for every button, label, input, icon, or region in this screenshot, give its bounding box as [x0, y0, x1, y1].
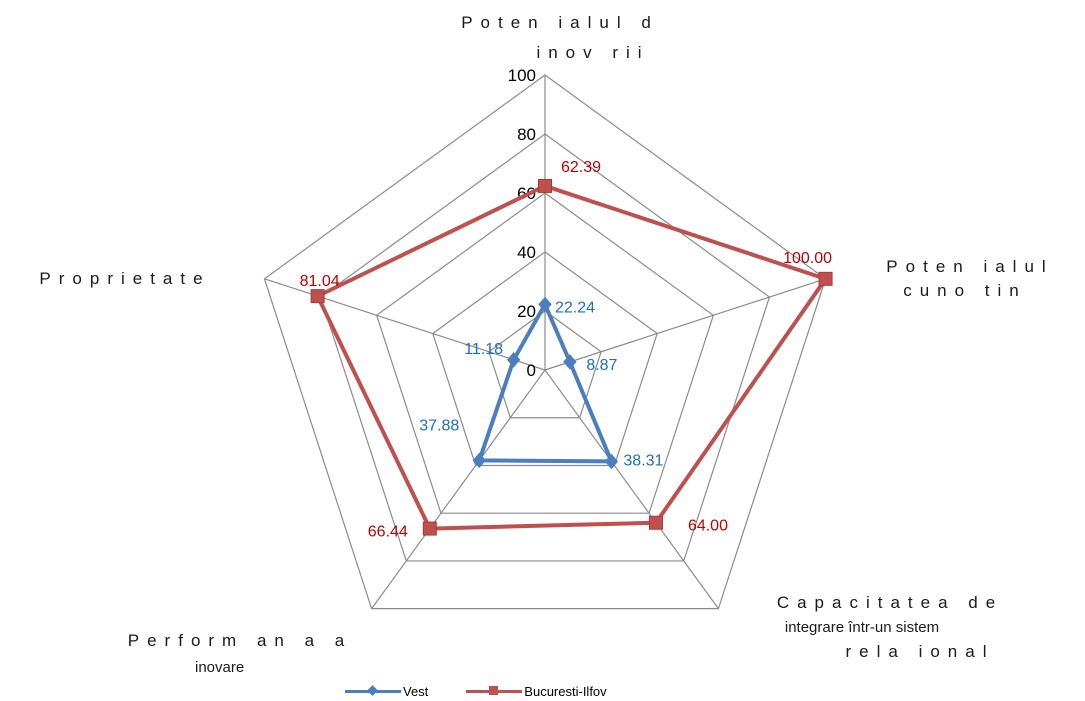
data-label-0-3: 37.88: [419, 417, 459, 434]
series-0-point-1: [563, 354, 577, 370]
series-0-point-4: [506, 352, 521, 368]
series-1-point-0: [538, 178, 552, 193]
axis-label-2-line-0: Capacitatea de: [777, 593, 1003, 612]
data-label-0-4: 11.18: [464, 341, 503, 358]
axis-label-0-line-1: inov rii: [536, 43, 649, 62]
tick-label-100: 100: [508, 66, 536, 85]
data-label-1-0: 62.39: [561, 159, 601, 176]
series-1-point-3: [422, 521, 437, 536]
series-line-1: [315, 183, 828, 531]
legend-swatch-bucuresti-ilfov: [466, 683, 523, 699]
tick-label-40: 40: [517, 243, 536, 262]
axis-label-2-line-1: integrare într-un sistem: [785, 619, 939, 636]
grid-ring-60: [375, 192, 715, 514]
grid-ring-100: [263, 74, 827, 610]
legend-label-vest: Vest: [403, 683, 429, 699]
legend: Vest Bucuresti-Ilfov: [345, 682, 645, 700]
series-1-point-1: [818, 271, 833, 286]
legend-label-bucuresti-ilfov: Bucuresti-Ilfov: [524, 683, 607, 699]
data-label-0-0: 22.24: [555, 299, 595, 316]
series-1-point-2: [648, 515, 663, 530]
series-1-point-4: [310, 289, 325, 304]
grid-ring-20: [488, 310, 602, 419]
data-label-0-2: 38.31: [623, 452, 663, 469]
grid-ring-40: [432, 251, 658, 467]
tick-label-80: 80: [517, 125, 536, 144]
series-0-point-2: [604, 453, 619, 470]
axis-label-0-line-0: Poten ialul d: [461, 13, 659, 32]
series-line-0: [477, 302, 614, 464]
tick-label-0: 0: [527, 361, 536, 380]
axis-label-4-line-0: Proprietate: [39, 269, 210, 288]
spoke-3: [371, 369, 546, 610]
legend-item-vest: Vest: [345, 683, 428, 699]
axis-label-1-line-0: Poten ialul: [886, 257, 1053, 276]
legend-item-bucuresti-ilfov: Bucuresti-Ilfov: [466, 683, 607, 699]
tick-label-20: 20: [517, 302, 536, 321]
series-0-point-3: [472, 452, 486, 469]
axis-label-2-line-2: rela ional: [846, 642, 995, 661]
data-label-1-2: 64.00: [688, 518, 728, 535]
data-label-1-4: 81.04: [300, 273, 340, 290]
axis-label-3-line-0: Perform an a a: [128, 631, 352, 650]
series-0-point-0: [538, 296, 552, 313]
grid-ring-80: [319, 133, 771, 562]
legend-swatch-vest: [345, 683, 401, 699]
data-label-1-3: 66.44: [368, 524, 408, 541]
axis-label-3-line-1: inovare: [195, 659, 244, 676]
spoke-1: [544, 278, 826, 371]
data-label-0-1: 8.87: [586, 357, 617, 374]
data-label-1-1: 100.00: [783, 250, 832, 267]
axis-label-1-line-1: cuno tin: [903, 281, 1027, 300]
spoke-2: [544, 369, 719, 610]
